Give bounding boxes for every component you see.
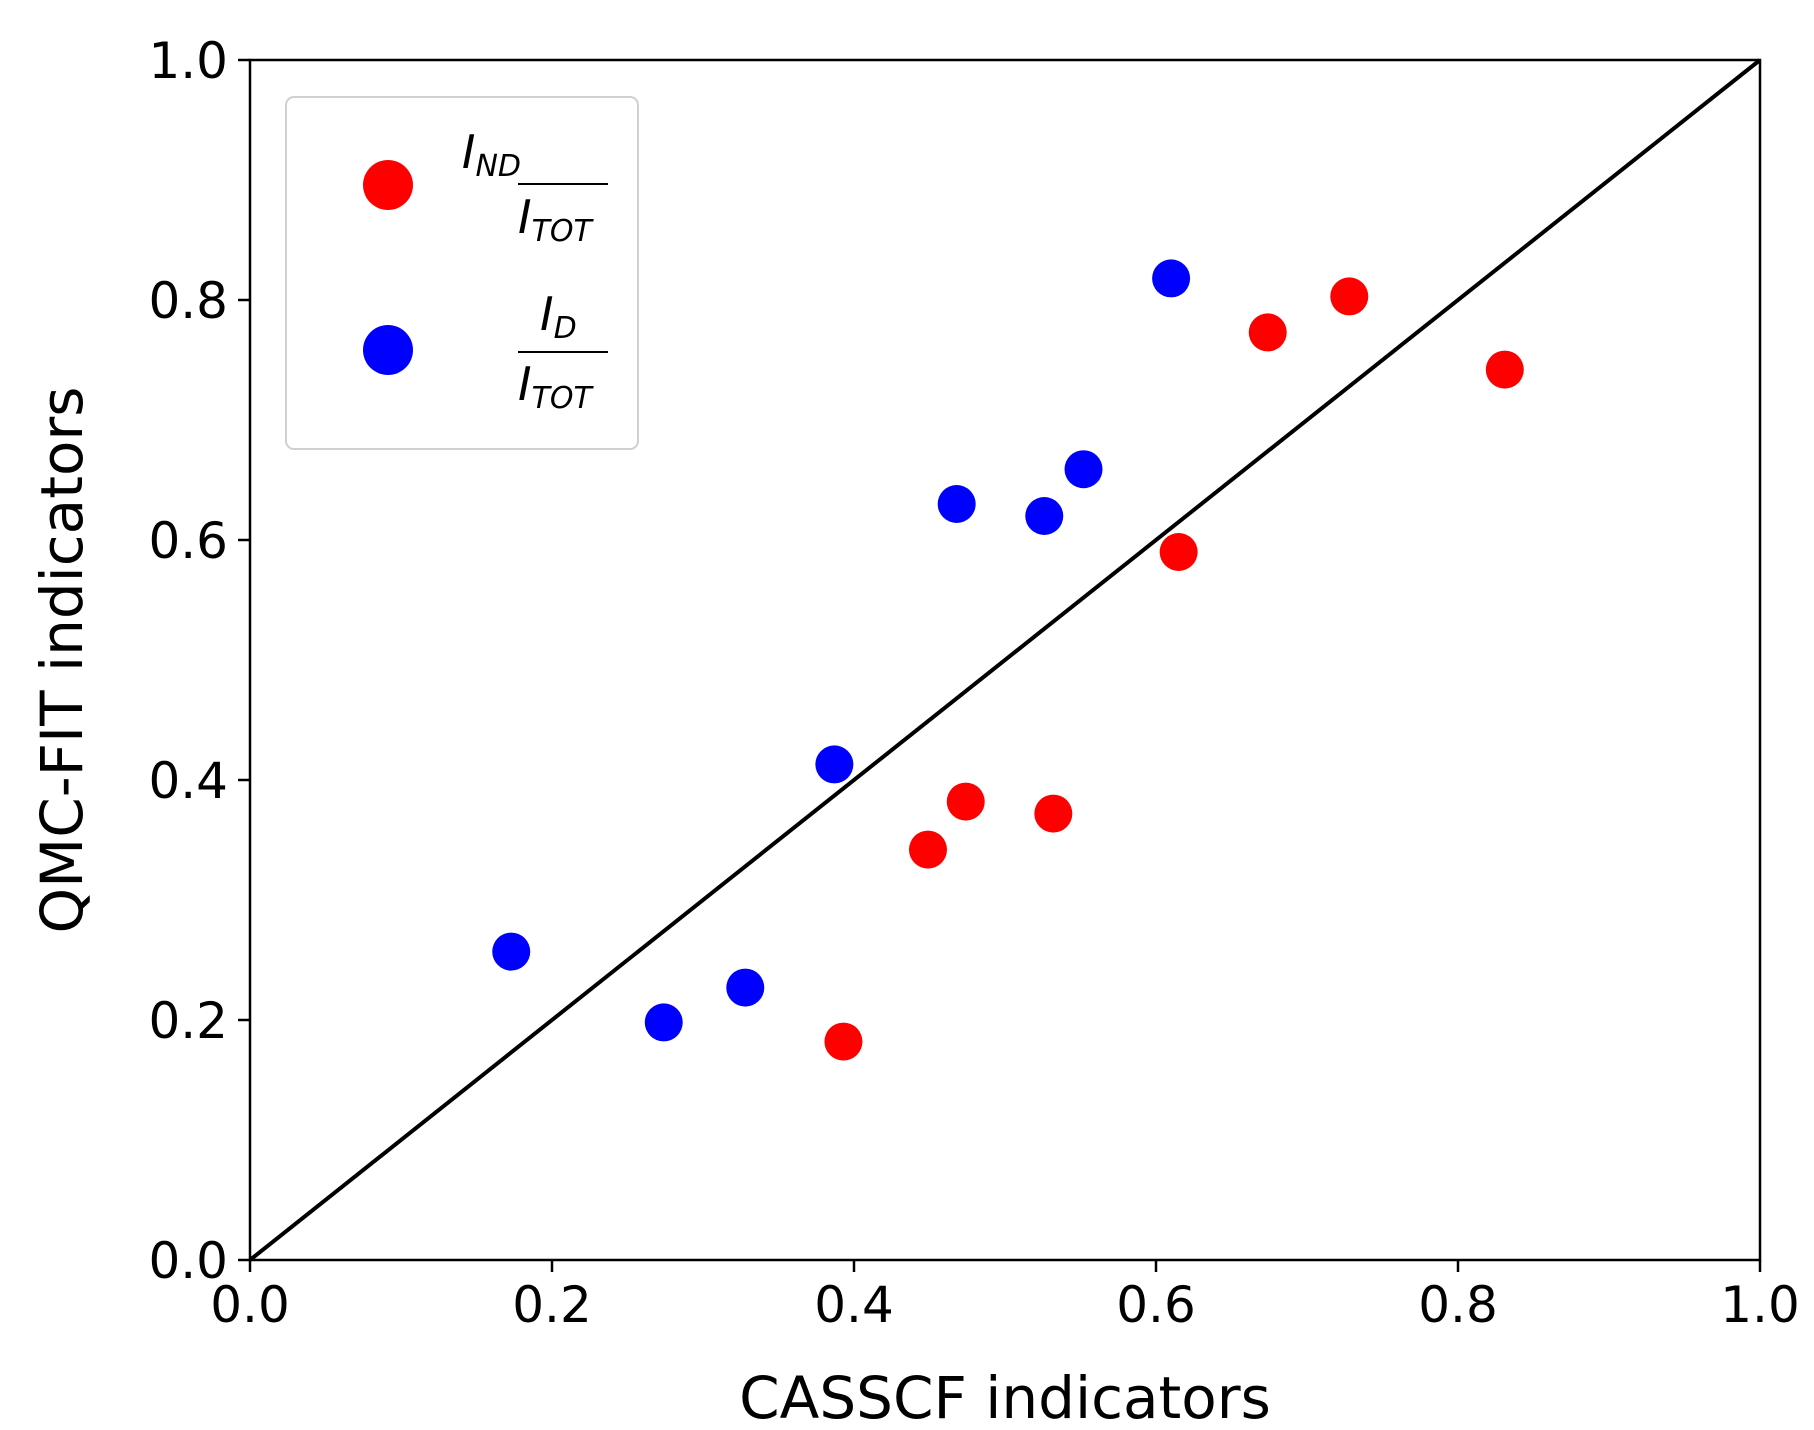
svg-text:ID: ID — [540, 287, 577, 346]
data-point — [1064, 450, 1103, 489]
legend-denominator-subscript: TOT — [532, 214, 595, 249]
data-point — [1485, 350, 1524, 389]
legend-numerator: I — [540, 287, 554, 341]
data-point — [1159, 533, 1198, 571]
data-point — [1025, 497, 1064, 535]
y-tick-label: 0.8 — [148, 272, 228, 330]
legend-entry-i-d-over-i-tot: ID ITOT — [363, 287, 608, 416]
reference-line-y-equals-x — [248, 58, 1762, 1262]
plot-area — [248, 58, 1762, 1262]
data-point — [644, 1003, 683, 1042]
y-axis-label: QMC-FIT indicators — [28, 387, 96, 934]
x-tick-label: 0.8 — [1418, 1276, 1498, 1334]
legend-numerator-subscript: ND — [475, 149, 521, 184]
legend: IND ITOT ID ITOT — [285, 96, 639, 450]
series-1-points — [492, 259, 1191, 1042]
y-tick-label: 0.6 — [148, 512, 228, 570]
data-point — [492, 932, 531, 971]
x-axis-label: CASSCF indicators — [739, 1364, 1271, 1430]
axes-frame — [248, 58, 1762, 1262]
series-0-points — [824, 277, 1524, 1061]
data-point — [908, 830, 947, 869]
data-point — [946, 782, 985, 821]
data-point — [937, 485, 976, 523]
legend-denominator-subscript: TOT — [532, 381, 595, 416]
x-tick-label: 0.2 — [512, 1276, 592, 1334]
y-tick-label: 0.4 — [148, 752, 228, 810]
legend-denominator: I — [518, 190, 532, 244]
legend-numerator: I — [462, 125, 476, 179]
data-point — [815, 745, 854, 784]
data-point — [726, 968, 765, 1007]
data-point — [1034, 794, 1073, 833]
data-point — [1152, 259, 1191, 298]
data-point — [1330, 277, 1369, 316]
x-tick-label: 0.0 — [210, 1276, 290, 1334]
axis-ticks: 0.0 0.2 0.4 0.6 0.8 1.0 0.0 0.2 0.4 0.6 0.8 1.0 — [148, 32, 1799, 1334]
x-tick-label: 1.0 — [1720, 1276, 1800, 1334]
data-point — [824, 1022, 863, 1061]
svg-text:IND: IND — [462, 125, 521, 184]
svg-text:ITOT: ITOT — [518, 190, 595, 249]
legend-marker — [363, 325, 413, 375]
y-tick-label: 0.0 — [148, 1232, 228, 1290]
legend-denominator: I — [518, 357, 532, 411]
svg-text:ITOT: ITOT — [518, 357, 595, 416]
legend-numerator-subscript: D — [554, 311, 577, 346]
data-point — [1248, 313, 1287, 352]
x-tick-label: 0.4 — [814, 1276, 894, 1334]
x-tick-label: 0.6 — [1116, 1276, 1196, 1334]
y-tick-label: 1.0 — [148, 32, 228, 90]
legend-marker — [363, 160, 413, 210]
y-tick-label: 0.2 — [148, 992, 228, 1050]
legend-entry-i-nd-over-i-tot: IND ITOT — [363, 125, 608, 249]
